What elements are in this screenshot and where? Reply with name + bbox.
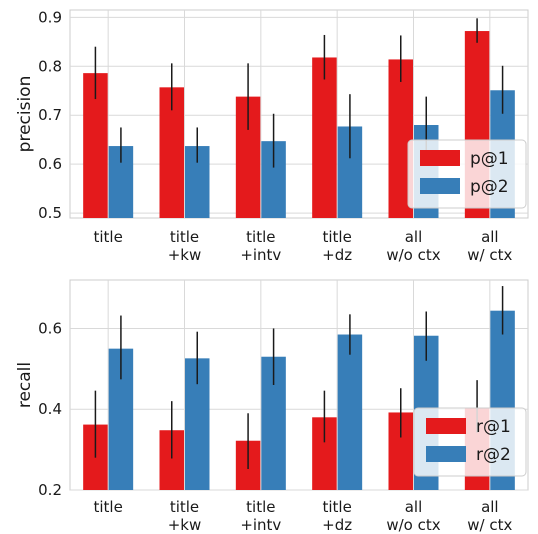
x-tick-label: all w/ ctx — [467, 498, 512, 534]
x-tick-label: all w/o ctx — [386, 498, 440, 534]
y-tick-label: 0.8 — [38, 57, 62, 75]
x-tick-label: all w/o ctx — [386, 228, 440, 264]
bar-p@1 — [312, 57, 337, 218]
y-tick-label: 0.4 — [38, 400, 62, 418]
y-tick-label: 0.2 — [38, 481, 62, 499]
y-tick-label: 0.6 — [38, 319, 62, 337]
y-tick-label: 0.7 — [38, 106, 62, 124]
legend-label: p@1 — [470, 149, 509, 169]
x-tick-label: title — [94, 228, 123, 246]
y-axis-label: recall — [15, 362, 35, 408]
y-tick-label: 0.6 — [38, 155, 62, 173]
y-tick-label: 0.9 — [38, 8, 62, 26]
legend-swatch — [426, 446, 466, 462]
y-tick-label: 0.5 — [38, 204, 62, 222]
x-tick-label: all w/ ctx — [467, 228, 512, 264]
y-axis-label: precision — [15, 76, 35, 153]
legend-label: p@2 — [470, 177, 509, 197]
x-tick-label: title +kw — [168, 498, 202, 534]
x-tick-label: title +intv — [240, 498, 281, 534]
x-tick-label: title +dz — [322, 228, 352, 264]
legend-label: r@1 — [476, 417, 511, 437]
legend-swatch — [426, 418, 466, 434]
legend-swatch — [420, 150, 460, 166]
legend-swatch — [420, 178, 460, 194]
legend-label: r@2 — [476, 445, 511, 465]
recall-chart: 0.2 0.4 0.6 title title +kw title +intv title +dz… — [15, 279, 529, 534]
x-tick-label: title +intv — [240, 228, 281, 264]
x-tick-label: title — [94, 498, 123, 516]
x-tick-label: title +dz — [322, 498, 352, 534]
x-tick-label: title +kw — [168, 228, 202, 264]
precision-chart: 0.5 0.6 0.7 0.8 0.9 title title +kw title +intv ti… — [15, 8, 529, 264]
bar-r@2 — [337, 334, 363, 490]
